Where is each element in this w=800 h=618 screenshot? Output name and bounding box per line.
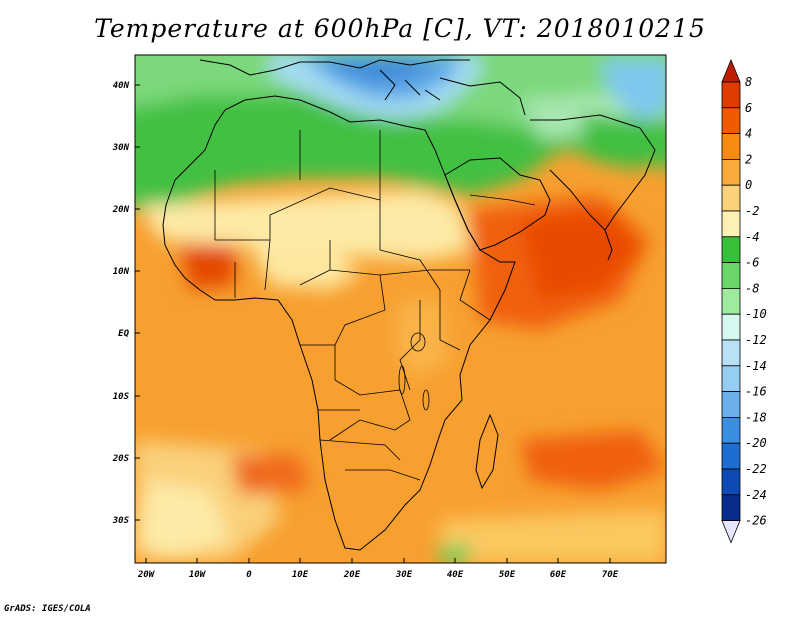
- colorbar-swatch: [721, 416, 741, 444]
- lon-tick-label: 20W: [137, 570, 156, 580]
- lon-tick-label: 10E: [292, 570, 309, 580]
- colorbar-label: -8: [745, 281, 759, 295]
- colorbar-label: -20: [745, 436, 767, 450]
- colorbar-swatch: [721, 339, 741, 367]
- lat-tick-label: EQ: [118, 329, 129, 339]
- chart-title: Temperature at 600hPa [C], VT: 201801021…: [94, 14, 706, 43]
- colorbar-swatch: [721, 133, 741, 160]
- lat-tick-label: 20S: [112, 454, 130, 464]
- colorbar-label: 6: [745, 101, 752, 115]
- colorbar-label: -16: [745, 385, 767, 399]
- lon-tick-label: 70E: [602, 570, 619, 580]
- colorbar-label: -4: [745, 230, 759, 244]
- colorbar-label: -14: [745, 359, 767, 373]
- colorbar-swatch: [721, 262, 741, 289]
- lat-axis: 40N 30N 20N 10N EQ 10S 20S 30S: [112, 81, 140, 526]
- lon-tick-label: 10W: [189, 570, 207, 580]
- colorbar-label: 4: [745, 127, 752, 141]
- colorbar-label: -26: [745, 514, 767, 528]
- colorbar-swatch: [721, 287, 741, 315]
- lat-tick-label: 30S: [112, 516, 130, 526]
- colorbar-label: -24: [745, 488, 767, 502]
- colorbar-swatch: [721, 442, 741, 470]
- lon-tick-label: 30E: [395, 570, 413, 580]
- colorbar-label: 8: [745, 75, 752, 89]
- colorbar: 8 6 4 2 0 -2 -4 -6 -8 -10 -12 -14 -16 -18 -20 -22 -24 -26: [721, 58, 767, 544]
- colorbar-swatch: [721, 236, 741, 264]
- colorbar-label: 0: [745, 178, 752, 192]
- lon-tick-label: 50E: [499, 570, 516, 580]
- colorbar-swatch: [721, 210, 741, 238]
- colorbar-label: -18: [745, 410, 767, 424]
- lakes: [398, 332, 430, 411]
- colorbar-swatch: [721, 365, 741, 392]
- colorbar-swatch: [721, 468, 741, 496]
- colorbar-label: -6: [745, 256, 759, 270]
- colorbar-swatch: [721, 81, 741, 109]
- lon-tick-label: 20E: [343, 570, 361, 580]
- colorbar-label: -12: [745, 333, 767, 347]
- colorbar-label: -22: [745, 462, 767, 476]
- coastlines: [162, 59, 656, 551]
- country-borders: [214, 130, 536, 481]
- lon-tick-label: 40E: [447, 570, 464, 580]
- colorbar-label: 2: [745, 152, 752, 166]
- colorbar-swatch: [721, 391, 741, 418]
- colorbar-cap-bottom: [721, 520, 741, 544]
- lat-tick-label: 10N: [113, 267, 130, 277]
- lon-axis: 20W 10W 0 10E 20E 30E 40E 50E 60E 70E: [137, 558, 619, 580]
- temperature-field: [135, 55, 666, 563]
- lat-tick-label: 10S: [113, 392, 130, 402]
- lat-tick-label: 40N: [113, 81, 130, 91]
- colorbar-swatch: [721, 494, 741, 521]
- lat-tick-label: 20N: [112, 205, 130, 215]
- credit-label: GrADS: IGES/COLA: [4, 604, 91, 614]
- lat-tick-label: 30N: [112, 143, 130, 153]
- colorbar-swatch: [721, 158, 741, 186]
- colorbar-swatch: [721, 313, 741, 341]
- colorbar-cap-top: [721, 58, 741, 83]
- colorbar-swatch: [721, 184, 741, 212]
- colorbar-label: -10: [745, 307, 767, 321]
- lon-tick-label: 60E: [550, 570, 567, 580]
- colorbar-label: -2: [745, 204, 759, 218]
- map-frame: [134, 54, 667, 564]
- colorbar-swatch: [721, 107, 741, 135]
- lon-tick-label: 0: [246, 570, 252, 580]
